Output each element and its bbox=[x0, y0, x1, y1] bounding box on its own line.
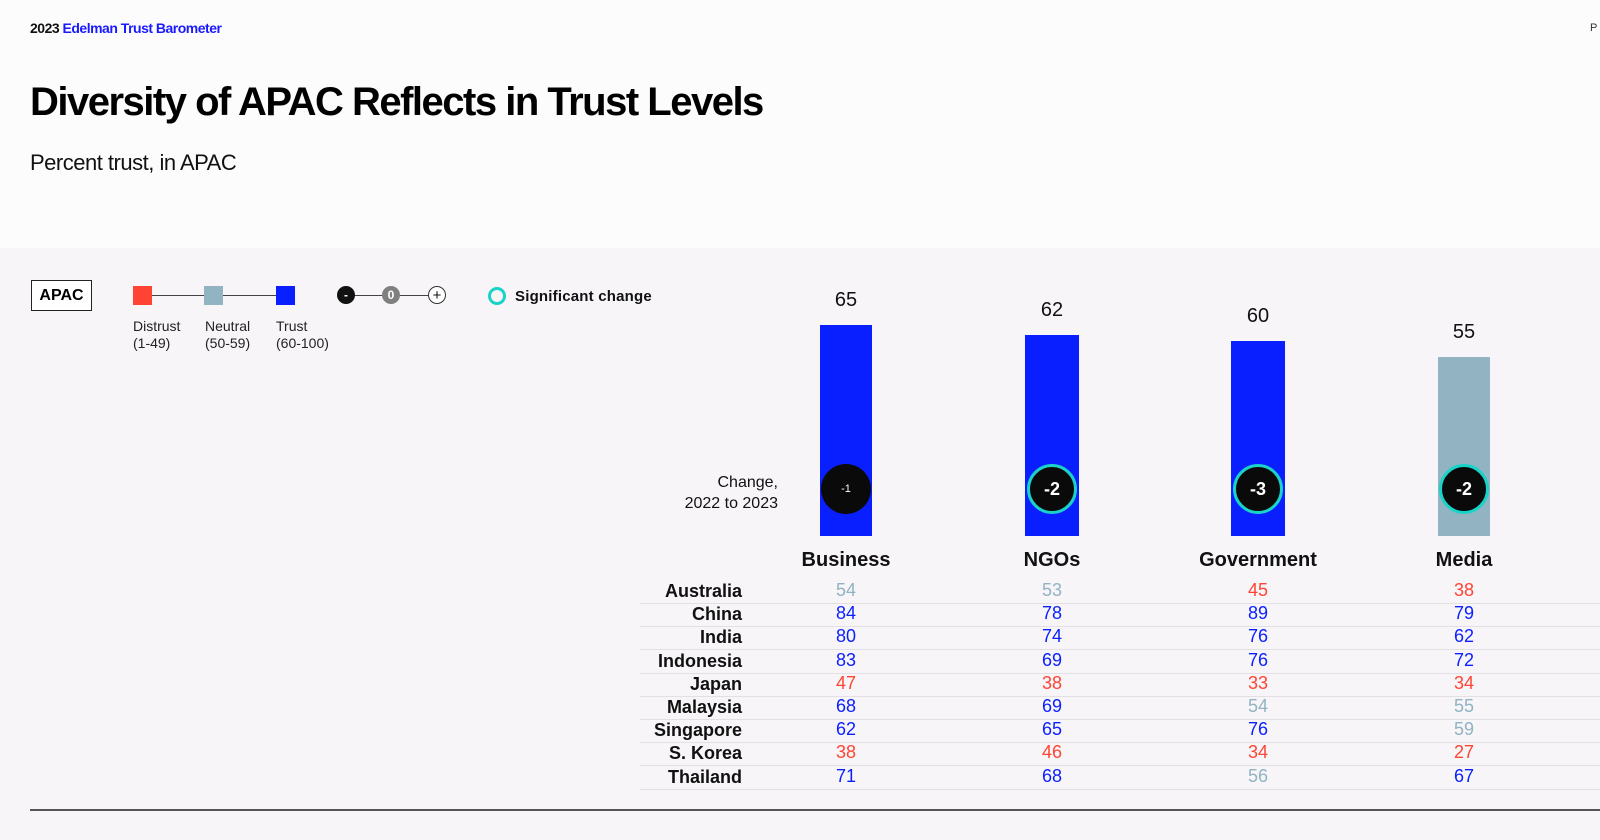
trust-value-cell: 71 bbox=[835, 765, 857, 786]
significant-change-icon bbox=[488, 287, 506, 305]
trust-value-cell: 80 bbox=[835, 626, 857, 647]
trust-value-cell: 76 bbox=[1247, 719, 1269, 740]
change-badge: -2 bbox=[1439, 464, 1489, 514]
trust-value-cell: 54 bbox=[1247, 696, 1269, 716]
country-label: China bbox=[691, 604, 742, 625]
legend-trust-swatch bbox=[276, 286, 295, 305]
table-row: Thailand 71 68 56 67 bbox=[640, 766, 1600, 790]
bar-value-label: 55 bbox=[1452, 321, 1476, 344]
trust-value-cell: 69 bbox=[1041, 696, 1063, 716]
legend-neutral-label: Neutral (50-59) bbox=[205, 318, 251, 351]
trust-value-cell: 33 bbox=[1247, 672, 1269, 693]
trust-value-cell: 38 bbox=[1041, 672, 1063, 693]
category-label: Media bbox=[1435, 549, 1493, 571]
trust-value-cell: 56 bbox=[1247, 765, 1269, 786]
table-row: India 80 74 76 62 bbox=[640, 626, 1600, 651]
trust-value-cell: 89 bbox=[1247, 603, 1269, 624]
chart-panel bbox=[0, 248, 1600, 840]
category-label: Government bbox=[1199, 549, 1317, 571]
trust-value-cell: 62 bbox=[1453, 626, 1475, 647]
country-label: Singapore bbox=[653, 720, 742, 741]
positive-change-icon: + bbox=[428, 286, 446, 304]
brand-name: Edelman Trust Barometer bbox=[62, 20, 222, 36]
change-badge: -3 bbox=[1233, 464, 1283, 514]
trust-value-cell: 72 bbox=[1453, 649, 1475, 670]
corner-text: P bbox=[1590, 22, 1598, 34]
trust-value-cell: 45 bbox=[1247, 580, 1269, 600]
trust-value-cell: 55 bbox=[1453, 696, 1475, 716]
country-label: Australia bbox=[664, 581, 742, 601]
trust-value-cell: 38 bbox=[835, 742, 857, 763]
legend-neutral-swatch bbox=[204, 286, 223, 305]
significant-change-label: Significant change bbox=[515, 288, 652, 305]
legend-trust-label: Trust (60-100) bbox=[276, 318, 329, 351]
trust-value-cell: 78 bbox=[1041, 603, 1063, 624]
trust-value-cell: 46 bbox=[1041, 742, 1063, 763]
country-label: Indonesia bbox=[657, 650, 742, 671]
trust-value-cell: 54 bbox=[835, 580, 857, 600]
trust-value-cell: 27 bbox=[1453, 742, 1475, 763]
legend-distrust-swatch bbox=[133, 286, 152, 305]
zero-change-icon: 0 bbox=[382, 286, 400, 304]
change-label: Change, 2022 to 2023 bbox=[684, 474, 778, 512]
table-row: Malaysia 68 69 54 55 bbox=[640, 696, 1600, 720]
table-row: Singapore 62 65 76 59 bbox=[640, 719, 1600, 744]
trust-value-cell: 84 bbox=[835, 603, 857, 624]
bar-value-label: 65 bbox=[834, 289, 858, 311]
change-badge: -2 bbox=[1027, 464, 1077, 514]
country-label: S. Korea bbox=[668, 743, 742, 764]
table-row: Indonesia 83 69 76 72 bbox=[640, 650, 1600, 674]
table-row: S. Korea 38 46 34 27 bbox=[640, 742, 1600, 767]
trust-value-cell: 67 bbox=[1453, 765, 1475, 786]
category-label: NGOs bbox=[1023, 549, 1081, 571]
trust-value-cell: 69 bbox=[1041, 649, 1063, 670]
page-subtitle: Percent trust, in APAC bbox=[30, 150, 237, 175]
trust-value-cell: 34 bbox=[1453, 672, 1475, 693]
trust-value-cell: 76 bbox=[1247, 649, 1269, 670]
bar-value-label: 60 bbox=[1246, 305, 1270, 328]
trust-value-cell: 59 bbox=[1453, 719, 1475, 740]
trust-value-cell: 68 bbox=[1041, 765, 1063, 786]
region-badge: APAC bbox=[31, 280, 92, 311]
trust-value-cell: 68 bbox=[835, 696, 857, 716]
category-label: Business bbox=[801, 549, 891, 571]
trust-value-cell: 38 bbox=[1453, 580, 1475, 600]
country-label: Malaysia bbox=[666, 697, 742, 717]
brand-year: 2023 bbox=[30, 20, 60, 36]
trust-value-cell: 34 bbox=[1247, 742, 1269, 763]
header-area: 2023 Edelman Trust Barometer P Diversity… bbox=[0, 0, 1600, 248]
trust-value-cell: 76 bbox=[1247, 626, 1269, 647]
country-label: India bbox=[699, 627, 742, 648]
trust-value-cell: 53 bbox=[1041, 580, 1063, 600]
trust-value-cell: 47 bbox=[835, 672, 857, 693]
country-label: Thailand bbox=[667, 766, 742, 787]
trust-value-cell: 83 bbox=[835, 649, 857, 670]
trust-value-cell: 65 bbox=[1041, 719, 1063, 740]
table-row: Japan 47 38 33 34 bbox=[640, 673, 1600, 697]
bar-value-label: 62 bbox=[1040, 298, 1064, 321]
change-badge: -1 bbox=[821, 464, 871, 514]
table-row: Australia 54 53 45 38 bbox=[640, 580, 1600, 604]
country-label: Japan bbox=[689, 673, 742, 694]
page-title: Diversity of APAC Reflects in Trust Leve… bbox=[30, 80, 764, 124]
trust-value-cell: 74 bbox=[1041, 626, 1063, 647]
brand-logo: 2023 Edelman Trust Barometer bbox=[30, 20, 222, 36]
trust-value-cell: 79 bbox=[1453, 603, 1475, 624]
legend-distrust-label: Distrust (1-49) bbox=[133, 318, 181, 351]
bottom-divider bbox=[30, 809, 1600, 811]
negative-change-icon: - bbox=[337, 286, 355, 304]
table-row: China 84 78 89 79 bbox=[640, 603, 1600, 628]
trust-value-cell: 62 bbox=[835, 719, 857, 740]
